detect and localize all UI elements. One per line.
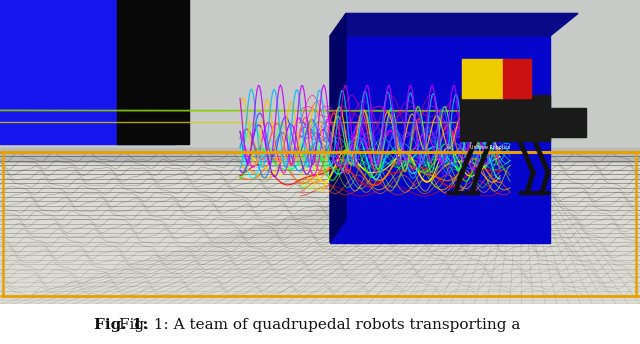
Bar <box>117 0 189 144</box>
Bar <box>0 150 640 304</box>
Bar <box>460 95 550 141</box>
Bar <box>0 0 640 160</box>
Bar <box>0 148 640 162</box>
Bar <box>503 59 531 98</box>
Bar <box>548 108 586 137</box>
Polygon shape <box>330 13 578 36</box>
Text: Fig. 1:: Fig. 1: <box>94 318 148 332</box>
Bar <box>462 59 504 98</box>
Bar <box>330 36 550 243</box>
Bar <box>0 0 175 144</box>
Polygon shape <box>330 13 346 243</box>
Text: Unitree Robotics: Unitree Robotics <box>470 145 510 150</box>
Text: Fig. 1: A team of quadrupedal robots transporting a: Fig. 1: A team of quadrupedal robots tra… <box>119 318 521 332</box>
